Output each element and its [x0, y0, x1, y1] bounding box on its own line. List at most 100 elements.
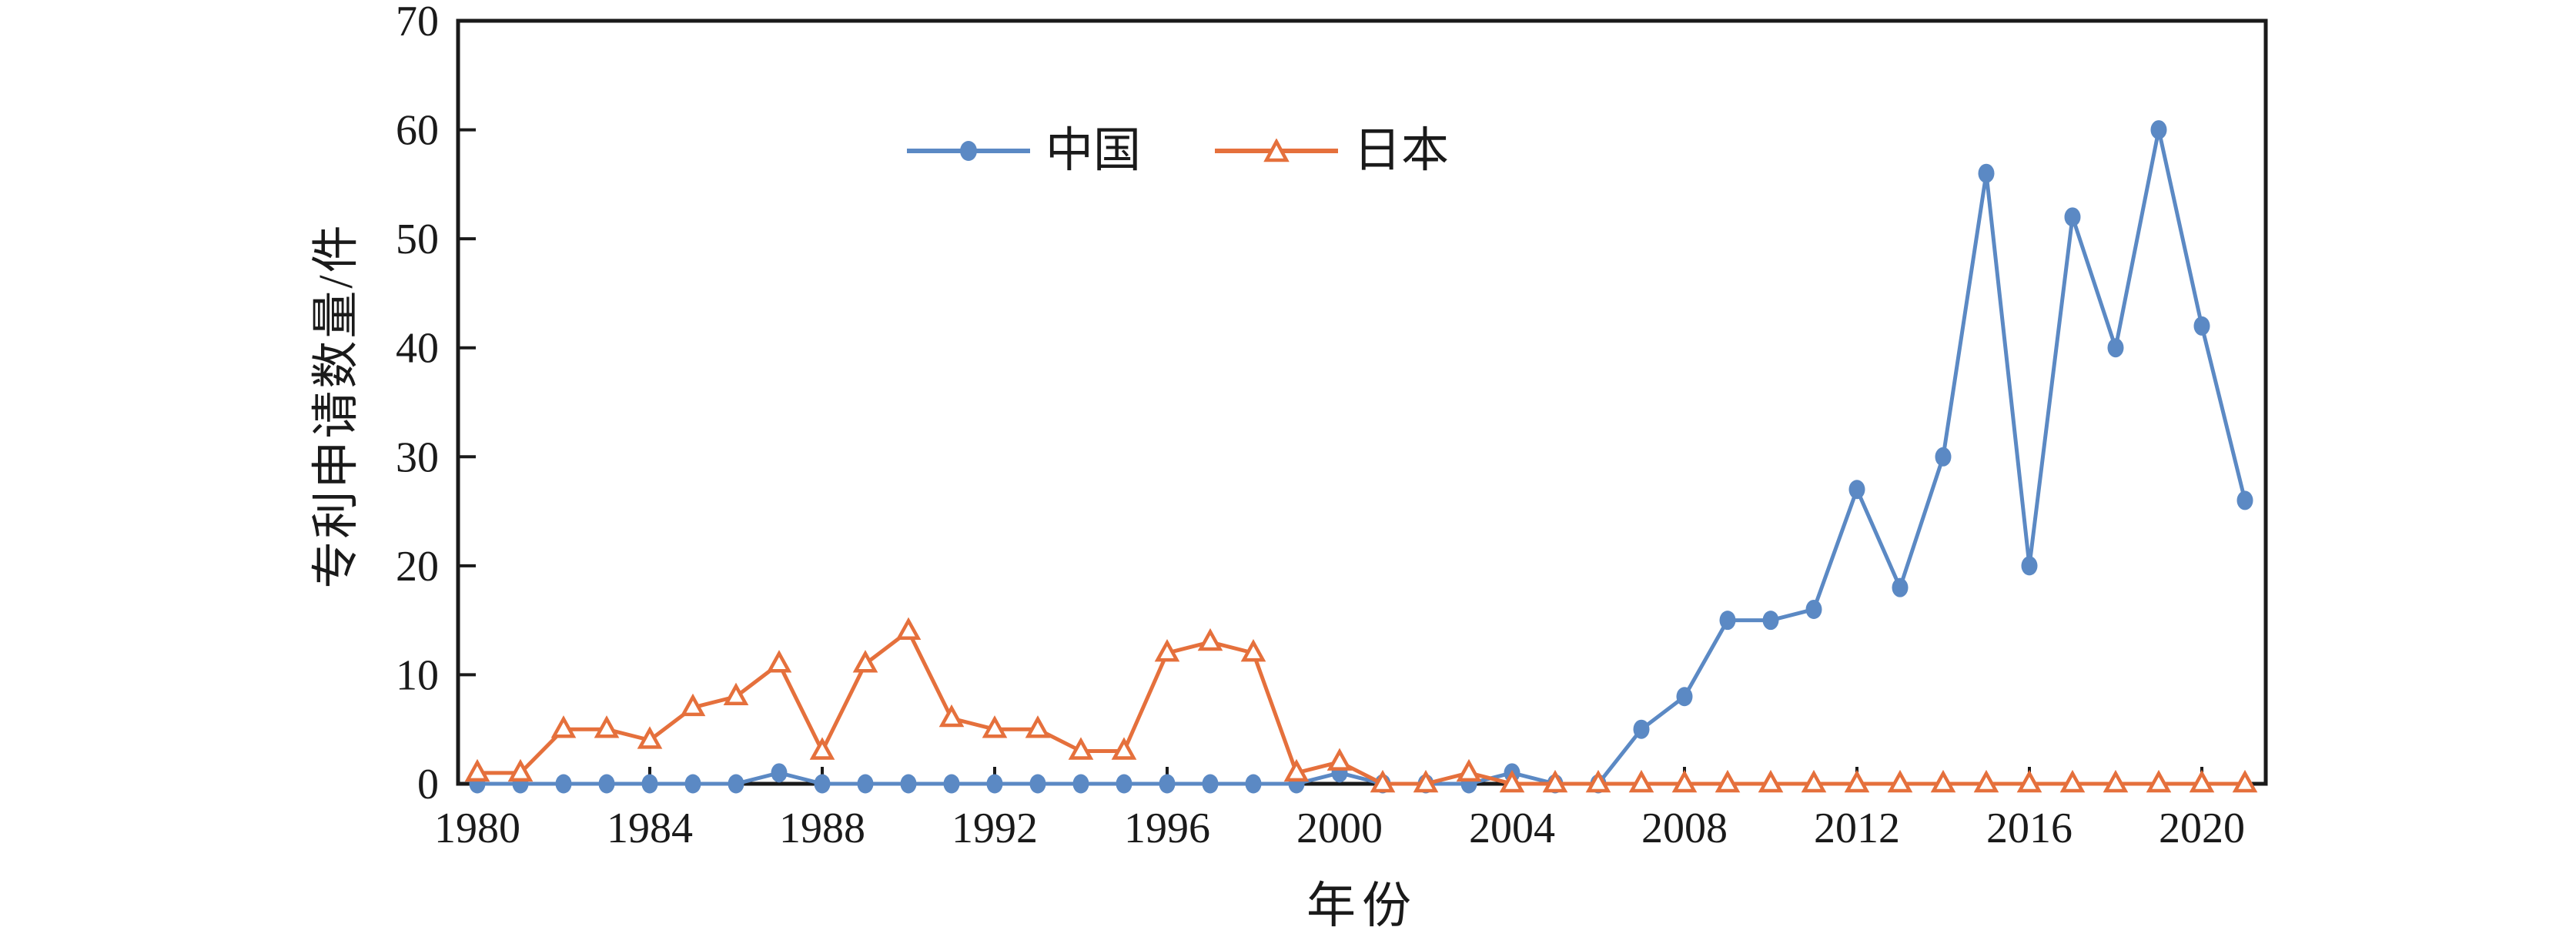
- china-data-point: [641, 774, 658, 794]
- japan-data-point: [766, 650, 792, 673]
- y-tick-label: 40: [396, 325, 439, 373]
- japan-data-point: [2232, 769, 2258, 793]
- china-data-point: [1159, 774, 1176, 794]
- japan-data-point: [1973, 769, 1999, 793]
- china-series-swatch: [907, 141, 1030, 161]
- china-data-point: [2064, 207, 2081, 227]
- y-tick-label: 30: [396, 433, 439, 481]
- japan-data-point: [1154, 638, 1180, 662]
- japan-data-point: [2059, 769, 2086, 793]
- x-tick-label: 2004: [1469, 805, 1555, 852]
- legend-item-china: 中国: [907, 127, 1141, 175]
- x-tick-label: 1996: [1124, 805, 1210, 852]
- japan-data-point: [895, 617, 922, 641]
- y-tick-label: 50: [396, 216, 439, 263]
- china-data-point: [1762, 611, 1779, 631]
- japan-data-point: [1456, 758, 1482, 782]
- china-data-point: [900, 774, 917, 794]
- japan-data-point: [1197, 627, 1223, 651]
- circle-marker-icon: [960, 141, 977, 161]
- china-data-point: [943, 774, 960, 794]
- china-data-point: [1978, 163, 1995, 183]
- china-data-point: [1202, 774, 1219, 794]
- japan-data-point: [1025, 715, 1051, 738]
- china-data-point: [1892, 577, 1909, 597]
- japan-data-point: [507, 758, 534, 782]
- x-tick-label: 1980: [434, 805, 520, 852]
- china-data-point: [1633, 719, 1650, 739]
- x-tick-label: 2008: [1641, 805, 1728, 852]
- japan-data-point: [680, 693, 706, 717]
- legend-label-japan: 日本: [1353, 125, 1450, 177]
- china-data-point: [598, 774, 615, 794]
- japan-data-point: [550, 715, 577, 738]
- china-data-point: [1676, 687, 1693, 707]
- legend-label-china: 中国: [1045, 125, 1142, 177]
- japan-data-point: [982, 715, 1008, 738]
- china-data-point: [1029, 774, 1046, 794]
- china-data-point: [1719, 611, 1736, 631]
- x-tick-labels: 1980 1984 1988 1992 1996 2000 2004 2008 2012 2016…: [434, 805, 2245, 852]
- china-data-point: [1805, 599, 1822, 619]
- japan-data-point: [1628, 769, 1654, 793]
- japan-data-point: [1542, 769, 1568, 793]
- china-data-point: [684, 774, 701, 794]
- japan-series-swatch: [1215, 139, 1339, 162]
- china-data-point: [857, 774, 874, 794]
- japan-data-point: [938, 704, 965, 728]
- y-tick-label: 10: [396, 651, 439, 699]
- china-data-point: [814, 774, 831, 794]
- china-data-point: [1072, 774, 1089, 794]
- series-japan: [464, 617, 2258, 793]
- x-tick-label: 2000: [1296, 805, 1383, 852]
- china-data-point: [771, 763, 788, 783]
- china-data-point: [1245, 774, 1262, 794]
- japan-data-point: [2103, 769, 2129, 793]
- x-tick-label: 2016: [1986, 805, 2073, 852]
- japan-data-point: [1585, 769, 1611, 793]
- china-data-point: [1935, 447, 1952, 467]
- china-data-point: [1848, 480, 1865, 500]
- legend: 中国 日本: [907, 127, 1449, 175]
- x-tick-label: 2012: [1814, 805, 1900, 852]
- china-data-point: [2150, 120, 2167, 140]
- china-data-point: [2021, 556, 2038, 576]
- y-tick-label: 20: [396, 543, 439, 591]
- japan-data-point: [1887, 769, 1913, 793]
- japan-data-point: [1930, 769, 1956, 793]
- japan-data-point: [464, 758, 490, 782]
- y-tick-label: 0: [417, 761, 439, 808]
- x-tick-label: 1992: [952, 805, 1038, 852]
- japan-data-point: [1499, 769, 1525, 793]
- japan-data-point: [1715, 769, 1741, 793]
- y-tick-label: 70: [396, 0, 439, 45]
- legend-item-japan: 日本: [1215, 127, 1449, 175]
- japan-data-point: [1671, 769, 1698, 793]
- japan-data-point: [1240, 638, 1266, 662]
- japan-data-point: [1413, 769, 1439, 793]
- x-axis-title: 年份: [1306, 878, 1417, 933]
- japan-data-point: [1801, 769, 1827, 793]
- japan-data-point: [1111, 737, 1137, 760]
- japan-data-point: [594, 715, 620, 738]
- china-data-point: [986, 774, 1003, 794]
- y-tick-label: 60: [396, 107, 439, 155]
- china-data-point: [1116, 774, 1132, 794]
- japan-data-point: [637, 726, 663, 749]
- japan-data-point: [809, 737, 835, 760]
- china-data-point: [2193, 316, 2210, 336]
- japan-data-point: [2189, 769, 2215, 793]
- x-tick-label: 1988: [779, 805, 865, 852]
- x-tick-label: 1984: [607, 805, 693, 852]
- china-data-point: [2107, 338, 2124, 358]
- y-tick-labels: 0 10 20 30 40 50 60 70: [396, 0, 439, 808]
- china-data-point: [2236, 490, 2253, 510]
- japan-data-point: [2016, 769, 2042, 793]
- japan-data-point: [852, 650, 878, 673]
- japan-data-point: [1068, 737, 1094, 760]
- japan-data-point: [2146, 769, 2172, 793]
- japan-data-point: [723, 682, 749, 705]
- china-data-point: [728, 774, 744, 794]
